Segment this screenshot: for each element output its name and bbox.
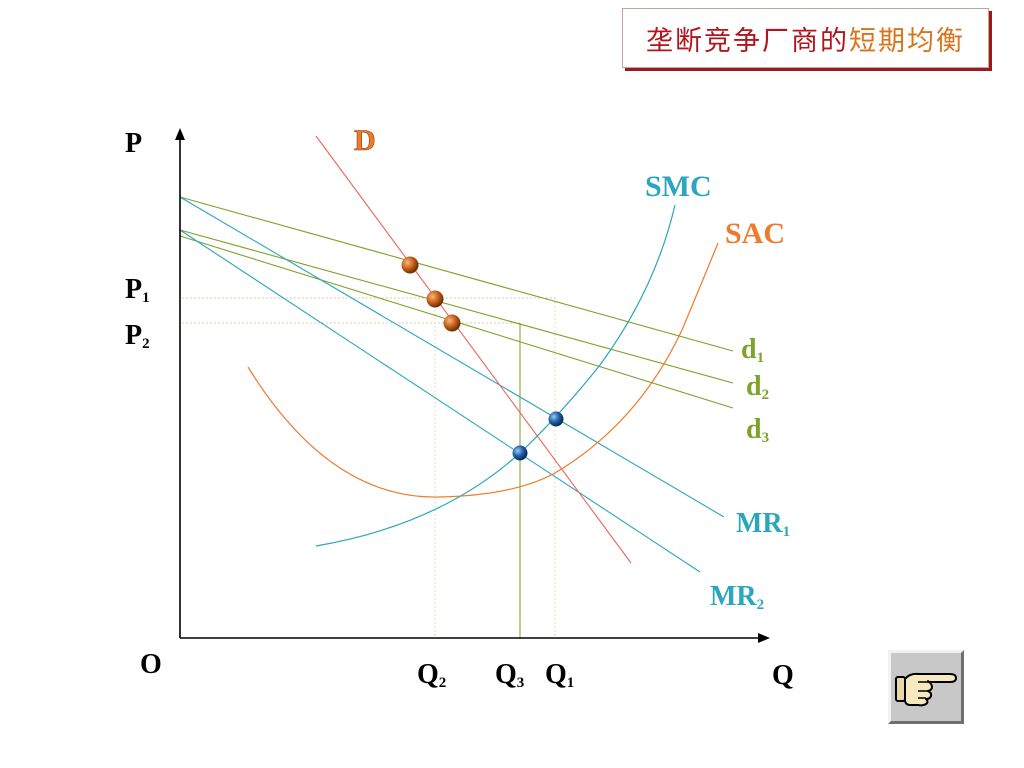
p2-label: P2 <box>125 320 150 352</box>
next-slide-button[interactable] <box>888 650 964 724</box>
pointing-hand-icon <box>895 672 957 707</box>
orange-points <box>401 256 461 332</box>
q2-label: Q2 <box>417 659 446 691</box>
y-axis-label: P <box>125 128 142 159</box>
blue-points <box>512 411 564 461</box>
blue-point-1 <box>548 411 564 427</box>
title-part-2: 短期均衡 <box>849 25 965 57</box>
blue-point-2 <box>512 445 528 461</box>
orange-point-2 <box>426 290 444 308</box>
guide-lines <box>182 297 556 638</box>
origin-label: O <box>140 649 162 680</box>
d1-curve <box>179 196 734 352</box>
MR1-label: MR1 <box>736 508 790 540</box>
d1-label: d1 <box>741 334 764 366</box>
q1-label: Q1 <box>545 659 574 691</box>
axes <box>175 128 770 643</box>
MR2-label: MR2 <box>710 581 764 613</box>
SAC-label: SAC <box>725 217 785 250</box>
title-part-1: 垄断竞争厂商的 <box>646 25 849 57</box>
SMC-curve <box>315 204 676 547</box>
orange-point-3 <box>443 314 461 332</box>
d2-label: d2 <box>746 371 769 403</box>
D-label: D <box>354 124 376 157</box>
slide-title: 垄断竞争厂商的 短期均衡 <box>622 8 989 68</box>
x-axis-label: Q <box>772 660 794 691</box>
d3-label: d3 <box>746 414 769 446</box>
orange-point-1 <box>401 256 419 274</box>
d-curves <box>179 196 734 409</box>
p1-label: P1 <box>125 274 150 306</box>
q3-label: Q3 <box>495 659 524 691</box>
SMC-label: SMC <box>645 170 712 203</box>
mr2-curve <box>179 229 701 573</box>
y-axis-arrow <box>175 128 185 140</box>
SAC-curve <box>247 242 719 498</box>
x-axis-arrow <box>758 633 770 643</box>
d2-curve <box>179 229 734 384</box>
mr-curves <box>179 196 725 573</box>
D-curve <box>315 135 632 564</box>
mr1-curve <box>179 196 725 518</box>
